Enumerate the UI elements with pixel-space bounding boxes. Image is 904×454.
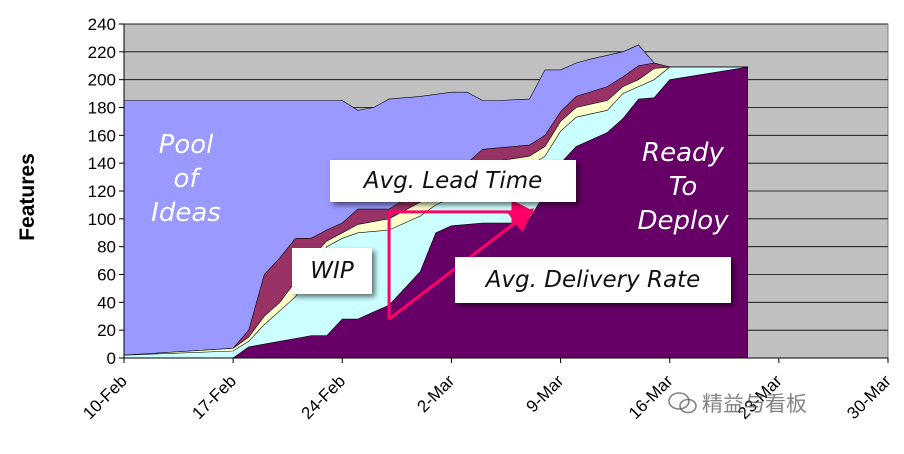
x-tick-label: 2-Mar <box>413 371 458 416</box>
x-tick-label: 17-Feb <box>188 371 240 423</box>
x-tick-label: 30-Mar <box>843 371 895 423</box>
x-tick-label: 9-Mar <box>523 371 568 416</box>
y-tick-label: 180 <box>88 99 116 118</box>
y-tick-label: 240 <box>88 15 116 34</box>
y-tick-label: 20 <box>97 321 116 340</box>
x-tick-label: 24-Feb <box>298 371 350 423</box>
ready-to-deploy-label: Ready To Deploy <box>637 138 729 236</box>
watermark: 精益与看板 <box>668 388 807 418</box>
y-tick-label: 80 <box>97 238 116 257</box>
avg-lead-time-box: Avg. Lead Time <box>330 160 576 202</box>
y-tick-label: 120 <box>88 182 116 201</box>
y-tick-label: 100 <box>88 210 116 229</box>
y-tick-label: 160 <box>88 126 116 145</box>
y-tick-label: 220 <box>88 43 116 62</box>
pool-of-ideas-label: Pool of Ideas <box>151 130 221 228</box>
watermark-text: 精益与看板 <box>702 392 807 416</box>
avg-delivery-rate-box: Avg. Delivery Rate <box>455 257 731 303</box>
y-axis-label: Features <box>16 153 39 241</box>
wechat-icon <box>668 392 697 414</box>
y-tick-label: 140 <box>88 154 116 173</box>
x-tick-label: 10-Feb <box>79 371 131 423</box>
wip-box: WIP <box>292 248 372 294</box>
y-tick-label: 40 <box>97 293 116 312</box>
y-tick-label: 0 <box>107 349 116 368</box>
y-tick-label: 60 <box>97 266 116 285</box>
y-tick-label: 200 <box>88 71 116 90</box>
